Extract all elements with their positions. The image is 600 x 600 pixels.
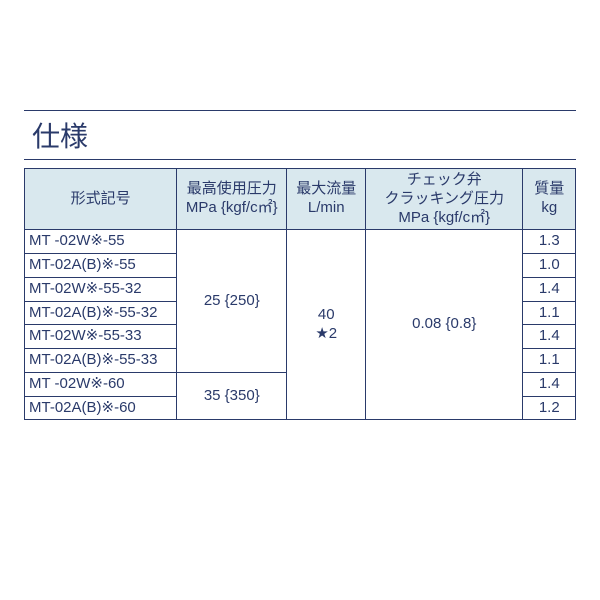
cell-model: MT -02W※-55: [25, 230, 177, 254]
cell-mass: 1.4: [523, 325, 576, 349]
cell-pressure: 35 {350}: [177, 372, 287, 420]
th-pressure: 最高使用圧力 MPa {kgf/c㎡}: [177, 169, 287, 230]
cell-model: MT-02A(B)※-55-33: [25, 349, 177, 373]
cell-mass: 1.4: [523, 277, 576, 301]
th-model: 形式記号: [25, 169, 177, 230]
spec-table: 形式記号 最高使用圧力 MPa {kgf/c㎡} 最大流量 L/min チェック…: [24, 168, 576, 420]
cell-cracking: 0.08 {0.8}: [366, 230, 523, 420]
cell-mass: 1.3: [523, 230, 576, 254]
cell-mass: 1.1: [523, 301, 576, 325]
cell-mass: 1.2: [523, 396, 576, 420]
th-mass: 質量 kg: [523, 169, 576, 230]
cell-model: MT-02W※-55-32: [25, 277, 177, 301]
table-row: MT -02W※-5525 {250}40★20.08 {0.8}1.3: [25, 230, 576, 254]
cell-flow: 40★2: [287, 230, 366, 420]
cell-model: MT-02A(B)※-60: [25, 396, 177, 420]
cell-mass: 1.4: [523, 372, 576, 396]
cell-model: MT-02A(B)※-55-32: [25, 301, 177, 325]
th-flow: 最大流量 L/min: [287, 169, 366, 230]
th-cracking: チェック弁 クラッキング圧力 MPa {kgf/c㎡}: [366, 169, 523, 230]
cell-mass: 1.1: [523, 349, 576, 373]
section-title: 仕様: [24, 110, 576, 160]
cell-mass: 1.0: [523, 254, 576, 278]
cell-pressure: 25 {250}: [177, 230, 287, 373]
cell-model: MT -02W※-60: [25, 372, 177, 396]
cell-model: MT-02A(B)※-55: [25, 254, 177, 278]
cell-model: MT-02W※-55-33: [25, 325, 177, 349]
